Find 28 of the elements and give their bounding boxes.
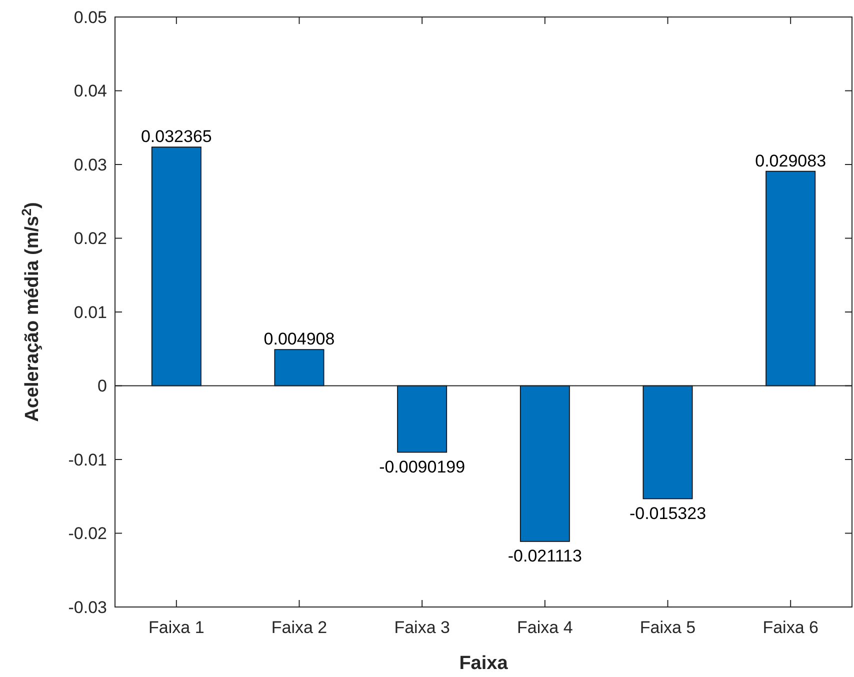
bar [642, 385, 693, 500]
bar [151, 146, 202, 386]
x-tick-label: Faixa 4 [517, 618, 573, 637]
y-tick-label: -0.01 [68, 450, 107, 470]
y-tick-label: 0 [98, 376, 107, 396]
data-label: 0.029083 [755, 151, 826, 170]
data-label: -0.0090199 [379, 457, 466, 476]
y-tick-label: -0.03 [68, 598, 107, 617]
y-tick-label: -0.02 [68, 524, 107, 544]
data-label: -0.015323 [629, 504, 706, 523]
data-label: 0.032365 [140, 127, 212, 146]
y-tick-label: 0.02 [74, 229, 107, 248]
x-tick-label: Faixa 3 [394, 618, 450, 637]
data-label: -0.021113 [508, 546, 582, 566]
y-tick-label: 0.01 [74, 302, 107, 322]
bar [766, 170, 816, 386]
x-tick-label: Faixa 5 [640, 618, 696, 637]
y-tick-label: 0.04 [74, 82, 107, 101]
x-axis-title: Faixa [459, 653, 508, 674]
bar [520, 385, 570, 542]
x-tick-label: Faixa 6 [762, 618, 818, 637]
bar [274, 349, 324, 386]
bar [397, 385, 448, 453]
x-tick-label: Faixa 2 [271, 618, 328, 637]
y-tick-label: 0.03 [74, 155, 107, 174]
data-label: 0.004908 [264, 330, 335, 349]
x-tick-label: Faixa 1 [148, 618, 204, 637]
y-tick-label: 0.05 [74, 8, 107, 27]
